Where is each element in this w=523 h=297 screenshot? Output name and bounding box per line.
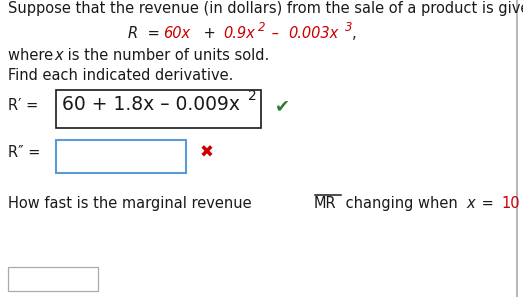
Text: R′ =: R′ =: [8, 98, 38, 113]
Text: is the number of units sold.: is the number of units sold.: [63, 48, 269, 63]
Text: 60x: 60x: [163, 26, 190, 41]
Text: 2: 2: [248, 89, 257, 103]
Text: 60 + 1.8x – 0.009x: 60 + 1.8x – 0.009x: [62, 95, 240, 114]
Text: +: +: [199, 26, 220, 41]
Text: 2: 2: [258, 21, 266, 34]
Text: =: =: [477, 196, 498, 211]
Text: ✔: ✔: [275, 97, 290, 115]
Text: 0.9x: 0.9x: [223, 26, 255, 41]
Text: =: =: [143, 26, 164, 41]
Text: ,: ,: [352, 26, 357, 41]
Text: Suppose that the revenue (in dollars) from the sale of a product is given by: Suppose that the revenue (in dollars) fr…: [8, 1, 523, 16]
Text: –: –: [267, 26, 283, 41]
Text: ✖: ✖: [200, 144, 214, 162]
Text: x: x: [466, 196, 475, 211]
Text: Find each indicated derivative.: Find each indicated derivative.: [8, 68, 233, 83]
Text: x: x: [54, 48, 63, 63]
Text: R: R: [128, 26, 138, 41]
FancyBboxPatch shape: [56, 140, 186, 173]
Text: R″ =: R″ =: [8, 145, 40, 160]
FancyBboxPatch shape: [8, 267, 98, 291]
Text: 3: 3: [345, 21, 353, 34]
Text: changing when: changing when: [341, 196, 462, 211]
Text: 0.003x: 0.003x: [288, 26, 338, 41]
FancyBboxPatch shape: [56, 90, 261, 128]
Text: where: where: [8, 48, 58, 63]
Text: How fast is the marginal revenue: How fast is the marginal revenue: [8, 196, 256, 211]
Text: 10: 10: [501, 196, 520, 211]
Text: MR: MR: [314, 196, 337, 211]
